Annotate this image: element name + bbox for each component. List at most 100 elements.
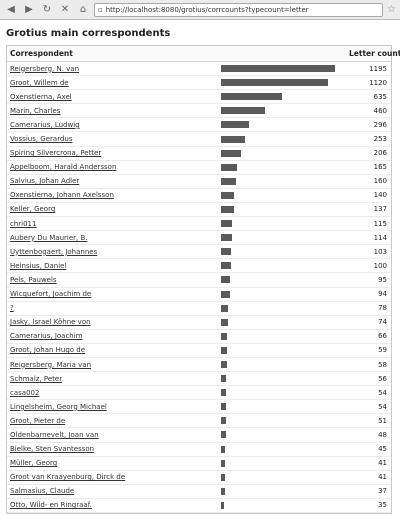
bar-cell bbox=[221, 403, 349, 411]
correspondent-link[interactable]: Jasky, Israel Köhne von bbox=[10, 318, 91, 327]
table-row: Marin, Charles 460 bbox=[7, 104, 391, 119]
table-row: Lingelsheim, Georg Michael 54 bbox=[7, 400, 391, 415]
correspondent-link[interactable]: Lingelsheim, Georg Michael bbox=[10, 402, 107, 411]
correspondent-link[interactable]: Oldenbarnevelt, Joan van bbox=[10, 430, 99, 439]
correspondent-link[interactable]: Müller, Georg bbox=[10, 459, 58, 468]
correspondent-link[interactable]: ? bbox=[10, 304, 14, 313]
correspondent-link[interactable]: Camerarius, Ludwig bbox=[10, 120, 80, 129]
correspondent-cell: chri011 bbox=[7, 220, 221, 228]
correspondent-link[interactable]: Salmasius, Claude bbox=[10, 487, 75, 496]
bar-cell bbox=[221, 107, 349, 115]
correspondent-cell: Spiring Silvercrona, Petter bbox=[7, 149, 221, 157]
table-row: Salmasius, Claude 37 bbox=[7, 485, 391, 499]
correspondent-link[interactable]: Oxenstierna, Johann Axelsson bbox=[10, 191, 114, 200]
table-row: Schmalz, Peter 56 bbox=[7, 372, 391, 387]
bar-cell bbox=[221, 431, 349, 439]
correspondents-table: Correspondent Letter counts Reigersberg,… bbox=[6, 45, 400, 514]
count-bar bbox=[221, 473, 225, 481]
table-row: Wicquefort, Joachim de 94 bbox=[7, 288, 391, 302]
correspondent-cell: Pels, Pauwels bbox=[7, 276, 221, 284]
correspondent-cell: Heinsius, Daniel bbox=[7, 262, 221, 270]
bar-cell bbox=[221, 220, 349, 228]
count-bar bbox=[221, 304, 228, 312]
correspondent-link[interactable]: Groot, Willem de bbox=[10, 78, 69, 87]
correspondent-link[interactable]: Heinsius, Daniel bbox=[10, 261, 67, 270]
count-bar bbox=[221, 107, 265, 115]
letter-count: 37 bbox=[378, 487, 387, 496]
correspondent-link[interactable]: Appelboom, Harald Andersson bbox=[10, 163, 117, 172]
table-row: Reigersberg, N. van 1195 bbox=[7, 62, 391, 77]
table-row: Otto, Wild- en Ringraaf. 35 bbox=[7, 499, 391, 513]
bar-cell bbox=[221, 93, 349, 101]
correspondent-link[interactable]: Groot van Kraayenburg, Dirck de bbox=[10, 473, 126, 482]
correspondent-link[interactable]: Salvius, Johan Adler bbox=[10, 177, 80, 186]
correspondent-link[interactable]: Camerarius, Joachim bbox=[10, 332, 83, 341]
browser-toolbar: ◀ ▶ ↻ ✕ ⌂ ▫ http://localhost:8080/grotiu… bbox=[0, 0, 400, 20]
correspondent-link[interactable]: Reigersberg, Maria van bbox=[10, 360, 92, 369]
correspondent-link[interactable]: Aubery Du Maurier, B. bbox=[10, 233, 88, 242]
table-row: Oxenstierna, Axel 635 bbox=[7, 90, 391, 105]
correspondent-cell: Keller, Georg bbox=[7, 205, 221, 213]
bar-cell bbox=[221, 487, 349, 495]
correspondent-link[interactable]: casa002 bbox=[10, 388, 40, 397]
bar-cell bbox=[221, 205, 349, 213]
correspondent-cell: Schmalz, Peter bbox=[7, 375, 221, 383]
count-bar bbox=[221, 79, 328, 87]
count-bar bbox=[221, 93, 282, 101]
stop-icon[interactable]: ✕ bbox=[60, 4, 70, 15]
letter-count: 165 bbox=[373, 163, 387, 172]
correspondent-link[interactable]: Spiring Silvercrona, Petter bbox=[10, 149, 102, 158]
count-bar bbox=[221, 191, 234, 199]
correspondent-cell: Marin, Charles bbox=[7, 107, 221, 115]
letter-count: 460 bbox=[373, 106, 387, 115]
correspondent-cell: Salvius, Johan Adler bbox=[7, 177, 221, 185]
correspondent-link[interactable]: Wicquefort, Joachim de bbox=[10, 290, 92, 299]
letter-count: 1120 bbox=[369, 78, 387, 87]
letter-count: 41 bbox=[378, 459, 387, 468]
address-bar[interactable]: ▫ http://localhost:8080/grotius/corrcoun… bbox=[94, 2, 384, 17]
correspondent-link[interactable]: Pels, Pauwels bbox=[10, 275, 57, 284]
bar-cell bbox=[221, 248, 349, 256]
correspondent-link[interactable]: Vossius, Gerardus bbox=[10, 135, 73, 144]
letter-count: 56 bbox=[378, 374, 387, 383]
bar-cell bbox=[221, 417, 349, 425]
count-bar bbox=[221, 501, 224, 509]
reload-icon[interactable]: ↻ bbox=[42, 4, 52, 15]
url-text: http://localhost:8080/grotius/corrcounts… bbox=[105, 5, 309, 14]
correspondent-link[interactable]: Bielke, Sten Svantesson bbox=[10, 445, 95, 454]
page-content: Grotius main correspondents Corresponden… bbox=[0, 20, 400, 514]
correspondent-link[interactable]: Groot, Pieter de bbox=[10, 416, 66, 425]
correspondent-link[interactable]: Reigersberg, N. van bbox=[10, 64, 80, 73]
correspondent-link[interactable]: Uyttenbogaert, Johannes bbox=[10, 247, 98, 256]
table-row: Müller, Georg 41 bbox=[7, 457, 391, 471]
count-bar bbox=[221, 262, 231, 270]
letter-count: 45 bbox=[378, 445, 387, 454]
table-row: Heinsius, Daniel 100 bbox=[7, 259, 391, 274]
bar-cell bbox=[221, 318, 349, 326]
letter-count: 58 bbox=[378, 360, 387, 369]
correspondent-link[interactable]: Groot, Johan Hugo de bbox=[10, 346, 86, 355]
correspondent-cell: Groot, Johan Hugo de bbox=[7, 346, 221, 354]
bookmark-star-icon[interactable]: ☆ bbox=[387, 4, 396, 15]
correspondent-link[interactable]: Schmalz, Peter bbox=[10, 374, 63, 383]
count-bar bbox=[221, 346, 227, 354]
count-bar bbox=[221, 234, 232, 242]
letter-count: 35 bbox=[378, 501, 387, 510]
table-row: Camerarius, Ludwig 296 bbox=[7, 118, 391, 133]
table-row: Aubery Du Maurier, B. 114 bbox=[7, 231, 391, 246]
table-row: Groot van Kraayenburg, Dirck de 41 bbox=[7, 471, 391, 485]
correspondent-link[interactable]: chri011 bbox=[10, 219, 37, 228]
forward-icon[interactable]: ▶ bbox=[25, 4, 33, 15]
bar-cell bbox=[221, 304, 349, 312]
correspondent-link[interactable]: Otto, Wild- en Ringraaf. bbox=[10, 501, 92, 510]
table-row: Uyttenbogaert, Johannes 103 bbox=[7, 245, 391, 260]
table-row: Groot, Willem de 1120 bbox=[7, 76, 391, 91]
correspondent-link[interactable]: Keller, Georg bbox=[10, 205, 56, 214]
header-correspondent: Correspondent bbox=[10, 49, 73, 58]
correspondent-link[interactable]: Oxenstierna, Axel bbox=[10, 92, 72, 101]
back-icon[interactable]: ◀ bbox=[7, 4, 15, 15]
home-icon[interactable]: ⌂ bbox=[79, 4, 87, 15]
letter-count: 100 bbox=[373, 261, 387, 270]
count-bar bbox=[221, 121, 249, 129]
correspondent-link[interactable]: Marin, Charles bbox=[10, 106, 61, 115]
